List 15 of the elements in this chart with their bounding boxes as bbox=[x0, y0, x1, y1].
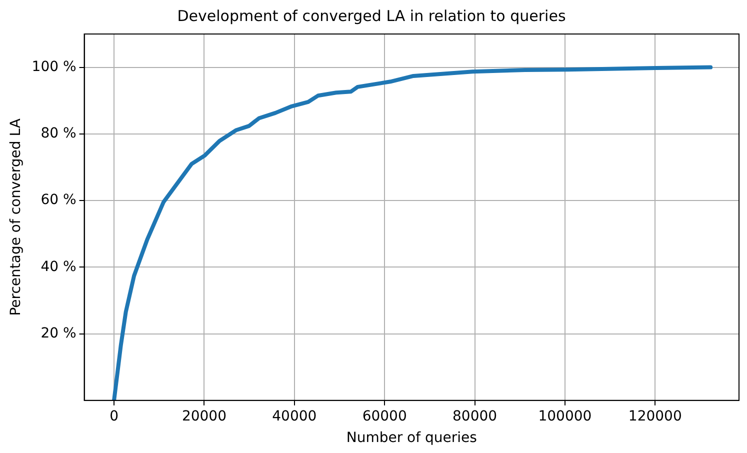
x-tick-label: 60000 bbox=[362, 408, 407, 424]
y-axis-title: Percentage of converged LA bbox=[8, 118, 24, 316]
y-tick-label: 40 % bbox=[40, 258, 76, 275]
x-tick-label: 20000 bbox=[182, 408, 226, 424]
y-tick-label: 100 % bbox=[32, 58, 76, 75]
y-tick-label: 20 % bbox=[40, 325, 76, 342]
x-tick-label: 100000 bbox=[538, 408, 592, 424]
x-tick-label: 40000 bbox=[272, 408, 317, 424]
y-tick-label: 60 % bbox=[40, 192, 76, 208]
x-axis-title: Number of queries bbox=[346, 430, 477, 446]
chart-title: Development of converged LA in relation to queries bbox=[177, 6, 566, 25]
x-tick-label: 120000 bbox=[628, 408, 682, 424]
x-tick-label: 0 bbox=[110, 408, 118, 424]
x-tick-label: 80000 bbox=[452, 408, 498, 424]
y-tick-label: 80 % bbox=[40, 126, 76, 142]
